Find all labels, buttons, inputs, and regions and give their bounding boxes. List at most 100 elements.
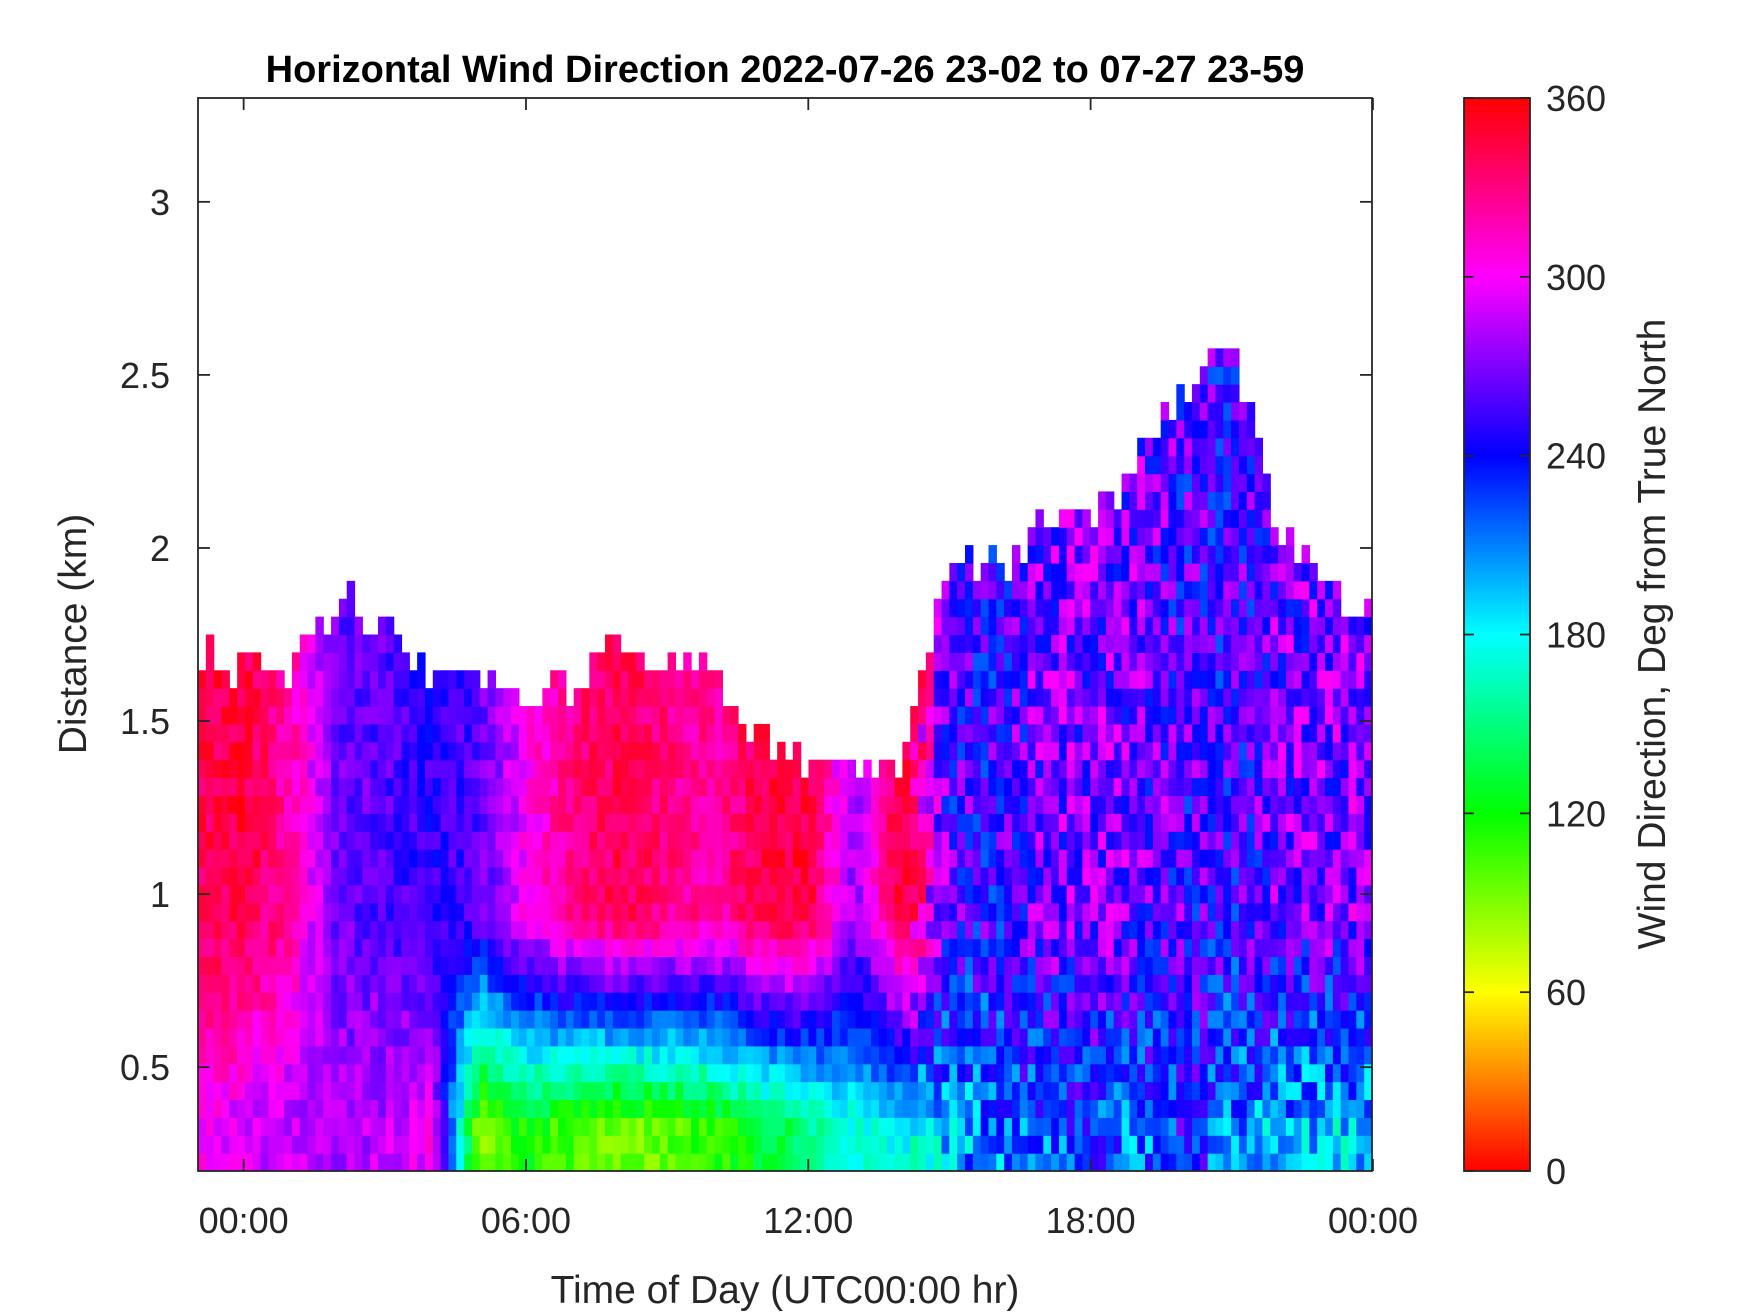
heatmap-cell bbox=[440, 688, 450, 707]
heatmap-cell bbox=[769, 795, 778, 814]
heatmap-cell bbox=[698, 813, 708, 832]
heatmap-cell bbox=[628, 741, 637, 761]
heatmap-cell bbox=[401, 777, 410, 797]
heatmap-cell bbox=[761, 813, 770, 832]
heatmap-cell bbox=[1231, 777, 1240, 797]
heatmap-cell bbox=[1004, 1045, 1013, 1065]
heatmap-cell bbox=[957, 1099, 966, 1118]
heatmap-cell bbox=[659, 1010, 669, 1029]
heatmap-cell bbox=[816, 1099, 825, 1118]
heatmap-cell bbox=[918, 1153, 927, 1171]
heatmap-cell bbox=[401, 706, 410, 725]
heatmap-cell bbox=[1082, 1010, 1091, 1029]
heatmap-cell bbox=[378, 1153, 387, 1171]
heatmap-cell bbox=[1364, 956, 1372, 975]
heatmap-cell bbox=[1231, 831, 1240, 850]
heatmap-cell bbox=[1348, 813, 1357, 832]
heatmap-cell bbox=[1317, 1117, 1326, 1136]
heatmap-cell bbox=[651, 1117, 661, 1136]
heatmap-cell bbox=[1262, 849, 1271, 868]
heatmap-cell bbox=[965, 777, 974, 797]
heatmap-cell bbox=[769, 992, 778, 1011]
heatmap-cell bbox=[738, 1117, 747, 1136]
heatmap-cell bbox=[1356, 670, 1365, 689]
heatmap-cell bbox=[1058, 509, 1068, 528]
heatmap-cell bbox=[1223, 562, 1232, 582]
heatmap-cell bbox=[808, 1010, 817, 1029]
heatmap-cell bbox=[370, 884, 379, 904]
heatmap-cell bbox=[526, 1063, 536, 1083]
heatmap-cell bbox=[1207, 402, 1217, 421]
heatmap-cell bbox=[1113, 777, 1123, 797]
heatmap-cell bbox=[1113, 634, 1123, 653]
heatmap-cell bbox=[1184, 706, 1193, 725]
heatmap-cell bbox=[268, 974, 277, 993]
heatmap-cell bbox=[291, 938, 301, 957]
heatmap-cell bbox=[1262, 634, 1271, 653]
heatmap-cell bbox=[198, 741, 207, 761]
heatmap-cell bbox=[1027, 956, 1037, 975]
heatmap-cell bbox=[738, 938, 747, 957]
heatmap-cell bbox=[268, 759, 277, 779]
heatmap-cell bbox=[1176, 580, 1185, 600]
heatmap-cell bbox=[503, 884, 512, 904]
heatmap-cell bbox=[910, 866, 919, 886]
heatmap-cell bbox=[597, 1153, 606, 1171]
heatmap-cell bbox=[1191, 723, 1201, 743]
heatmap-cell bbox=[1199, 509, 1209, 528]
heatmap-cell bbox=[424, 866, 434, 886]
heatmap-cell bbox=[1207, 866, 1217, 886]
heatmap-cell bbox=[1043, 562, 1052, 582]
heatmap-cell bbox=[918, 1063, 927, 1083]
heatmap-cell bbox=[863, 795, 872, 814]
heatmap-cell bbox=[1364, 902, 1372, 922]
heatmap-cell bbox=[1129, 723, 1138, 743]
heatmap-cell bbox=[487, 956, 497, 975]
heatmap-cell bbox=[307, 1027, 316, 1047]
heatmap-cell bbox=[198, 1153, 207, 1171]
heatmap-cell bbox=[237, 902, 246, 922]
heatmap-cell bbox=[221, 813, 230, 832]
heatmap-cell bbox=[683, 1099, 692, 1118]
heatmap-cell bbox=[1168, 1081, 1177, 1101]
heatmap-cell bbox=[902, 974, 911, 993]
heatmap-cell bbox=[1160, 402, 1170, 421]
heatmap-cell bbox=[315, 884, 324, 904]
heatmap-cell bbox=[1184, 652, 1193, 671]
heatmap-cell bbox=[902, 759, 911, 779]
heatmap-cell bbox=[550, 1099, 559, 1118]
heatmap-cell bbox=[385, 849, 395, 868]
heatmap-cell bbox=[276, 831, 285, 850]
heatmap-cell bbox=[1191, 670, 1201, 689]
heatmap-cell bbox=[769, 866, 778, 886]
heatmap-cell bbox=[730, 1117, 739, 1136]
heatmap-cell bbox=[291, 741, 301, 761]
heatmap-cell bbox=[871, 813, 880, 832]
heatmap-cell bbox=[464, 1117, 473, 1136]
heatmap-cell bbox=[972, 956, 982, 975]
heatmap-cell bbox=[1223, 598, 1232, 618]
heatmap-cell bbox=[612, 777, 622, 797]
heatmap-cell bbox=[1332, 1045, 1342, 1065]
heatmap-cell bbox=[1262, 652, 1271, 671]
heatmap-cell bbox=[448, 777, 457, 797]
heatmap-cell bbox=[659, 1063, 669, 1083]
heatmap-cell bbox=[604, 1099, 614, 1118]
heatmap-cell bbox=[636, 1135, 645, 1154]
heatmap-cell bbox=[362, 1135, 371, 1154]
heatmap-cell bbox=[393, 1027, 403, 1047]
heatmap-cell bbox=[1340, 688, 1350, 707]
heatmap-cell bbox=[698, 902, 708, 922]
heatmap-cell bbox=[581, 813, 590, 832]
heatmap-cell bbox=[941, 938, 950, 957]
heatmap-cell bbox=[1262, 670, 1271, 689]
heatmap-cell bbox=[675, 920, 684, 940]
heatmap-cell bbox=[565, 1117, 575, 1136]
heatmap-cell bbox=[542, 1117, 551, 1136]
heatmap-cell bbox=[675, 831, 684, 850]
heatmap-cell bbox=[1285, 1063, 1295, 1083]
heatmap-cell bbox=[957, 580, 966, 600]
heatmap-cell bbox=[1332, 974, 1342, 993]
heatmap-cell bbox=[393, 1117, 403, 1136]
heatmap-cell bbox=[565, 1153, 575, 1171]
